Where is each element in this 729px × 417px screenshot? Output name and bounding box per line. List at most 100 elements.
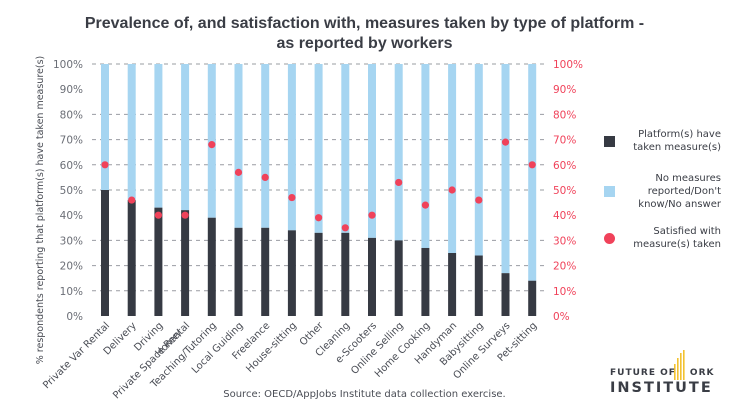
y-tick-label: 50% (60, 185, 83, 197)
legend: Platform(s) have taken measure(s) No mea… (590, 128, 725, 265)
satisfaction-dot (288, 193, 296, 202)
bar-no-measures (474, 64, 483, 256)
bar-no-measures (181, 64, 190, 211)
bar-measures-taken (448, 253, 457, 316)
y2-tick-label: 20% (553, 261, 576, 273)
satisfaction-dot (315, 214, 323, 222)
y-tick-label: 100% (53, 59, 83, 71)
satisfaction-dots (101, 138, 536, 232)
bar-measures-taken (287, 230, 296, 316)
bar-no-measures (314, 64, 323, 233)
legend-swatch-dot (604, 232, 615, 244)
bar-no-measures (394, 64, 403, 241)
legend-swatch-light (604, 186, 615, 197)
chart-title-line-1: Prevalence of, and satisfaction with, me… (84, 15, 645, 32)
satisfaction-dot (154, 211, 162, 219)
legend-label-line: know/No answer (638, 199, 721, 210)
satisfaction-dot (421, 201, 429, 209)
bar-no-measures (127, 64, 136, 201)
bar-measures-taken (474, 255, 483, 316)
bar-measures-taken (528, 280, 537, 316)
legend-swatch-dark (604, 135, 615, 147)
bar-measures-taken (127, 200, 136, 316)
legend-label: Platform(s) have taken measure(s) (615, 128, 725, 154)
bar-no-measures (261, 64, 270, 228)
satisfaction-dot (181, 211, 189, 219)
satisfaction-dot (101, 161, 109, 169)
legend-label-line: Satisfied with (653, 226, 721, 237)
bar-measures-taken (154, 207, 163, 316)
legend-label-line: Platform(s) have (638, 129, 721, 140)
legend-label-line: measure(s) taken (633, 239, 721, 250)
logo-bars-icon (674, 350, 685, 380)
y-tick-label: 90% (60, 84, 83, 96)
satisfaction-dot (128, 196, 136, 204)
y-tick-label: 70% (60, 135, 83, 147)
satisfaction-dot (448, 186, 456, 194)
bar-no-measures (207, 64, 216, 218)
y-tick-label: 0% (66, 311, 83, 323)
bar-no-measures (368, 64, 376, 238)
bar-measures-taken (234, 227, 243, 316)
satisfaction-dot (208, 141, 216, 149)
future-of-work-logo: FUTURE OF ORK INSTITUTE (608, 346, 728, 406)
satisfaction-dot (368, 211, 376, 219)
logo-ork: ORK (689, 368, 715, 378)
y-tick-label: 20% (60, 261, 83, 273)
legend-label-line: No measures (655, 173, 721, 184)
satisfaction-dot (475, 196, 483, 204)
satisfaction-dot (501, 138, 510, 146)
bar-no-measures (154, 64, 163, 208)
satisfaction-dot (341, 224, 349, 232)
legend-item-no-measures: No measures reported/Don't know/No answe… (590, 172, 725, 211)
bar-measures-taken (207, 217, 216, 316)
logo-future-of: FUTURE OF (610, 368, 676, 378)
logo-text-line-2: INSTITUTE (610, 380, 713, 396)
y2-tick-label: 80% (553, 109, 576, 121)
bar-no-measures (287, 64, 296, 231)
bar-no-measures (234, 64, 243, 228)
y-tick-label: 80% (60, 109, 83, 121)
bar-measures-taken (314, 232, 323, 316)
legend-label-line: taken measure(s) (633, 142, 721, 153)
y2-tick-label: 10% (553, 286, 576, 298)
source-note: Source: OECD/AppJobs Institute data coll… (223, 389, 506, 400)
y2-tick-label: 90% (553, 84, 576, 96)
legend-label: No measures reported/Don't know/No answe… (615, 172, 725, 211)
y2-tick-label: 50% (553, 185, 576, 197)
bar-no-measures (448, 64, 457, 253)
satisfaction-dot (261, 173, 269, 181)
y-axis-label: % respondents reporting that platform(s)… (35, 56, 46, 365)
y2-tick-label: 30% (553, 235, 576, 247)
legend-label: Satisfied with measure(s) taken (615, 225, 725, 251)
chart-title-line-2: as reported by workers (276, 35, 453, 52)
y2-tick-label: 40% (553, 210, 576, 222)
y2-tick-label: 70% (553, 135, 576, 147)
bar-no-measures (528, 64, 537, 281)
y-axis-right-ticks: 0% 10% 20% 30% 40% 50% 60% 70% 80% 90% 100% (553, 59, 583, 323)
bar-measures-taken (181, 210, 190, 316)
satisfaction-dot (395, 178, 403, 187)
satisfaction-dot (234, 168, 243, 176)
legend-item-satisfied: Satisfied with measure(s) taken (590, 225, 725, 251)
chart-title: Prevalence of, and satisfaction with, me… (0, 14, 729, 54)
y2-tick-label: 0% (553, 311, 570, 323)
x-tick-label: Private Var Rental (41, 320, 112, 391)
bar-measures-taken (421, 247, 430, 316)
bar-no-measures (421, 64, 430, 248)
bars (101, 64, 537, 316)
y-tick-label: 10% (60, 286, 83, 298)
satisfaction-dot (528, 161, 536, 169)
y-tick-label: 30% (60, 235, 83, 247)
y-tick-label: 60% (60, 160, 83, 172)
bar-measures-taken (341, 232, 350, 316)
legend-label-line: reported/Don't (647, 186, 721, 197)
bar-measures-taken (394, 240, 403, 316)
bar-measures-taken (261, 227, 270, 316)
bar-no-measures (341, 64, 350, 233)
legend-item-measures-taken: Platform(s) have taken measure(s) (590, 128, 725, 154)
y-tick-label: 40% (60, 210, 83, 222)
bar-measures-taken (368, 237, 376, 316)
bar-measures-taken (101, 190, 109, 316)
